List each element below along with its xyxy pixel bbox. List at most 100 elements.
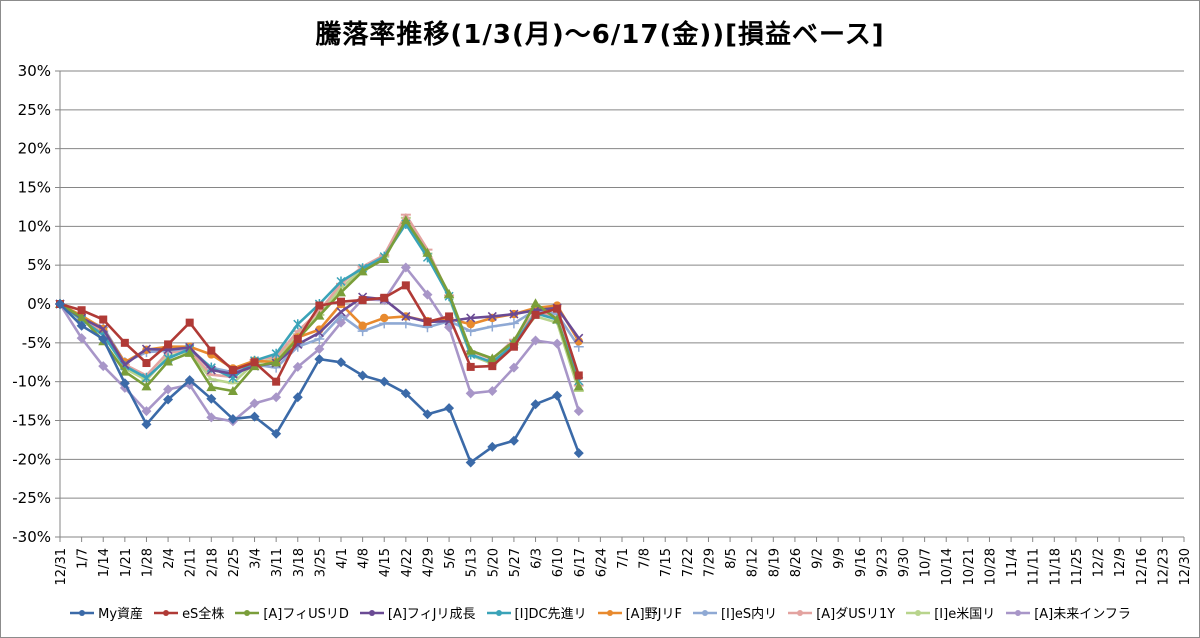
x-tick-label: 10/7: [919, 548, 934, 577]
data-point: [120, 338, 129, 347]
data-point: [574, 333, 584, 343]
x-tick-label: 12/2: [1092, 548, 1107, 577]
data-point: [98, 324, 108, 334]
legend-swatch: [486, 609, 511, 616]
y-tick-label: -10%: [12, 373, 51, 391]
data-point: [249, 398, 260, 409]
legend-swatch: [359, 609, 384, 616]
x-tick-label: 7/8: [638, 548, 653, 569]
data-point: [185, 318, 194, 327]
data-point: [379, 253, 390, 263]
legend-item: [A]フィUSリD: [234, 603, 349, 622]
data-point: [164, 340, 173, 349]
y-tick-label: 15%: [18, 179, 51, 197]
data-point: [271, 392, 282, 403]
data-point: [400, 215, 411, 225]
x-tick-label: 3/11: [270, 548, 285, 577]
data-point: [487, 311, 497, 321]
x-tick-label: 9/30: [897, 548, 912, 577]
y-tick-label: -5%: [22, 334, 51, 352]
data-point: [573, 448, 584, 459]
x-tick-label: 2/25: [227, 548, 242, 577]
data-point: [552, 314, 563, 324]
data-point: [250, 358, 259, 367]
data-point: [574, 371, 583, 380]
data-point: [292, 392, 303, 403]
data-point: [271, 348, 281, 359]
legend-item: eS全株: [153, 603, 224, 622]
x-tick-label: 2/4: [162, 548, 177, 569]
data-point: [380, 293, 389, 302]
data-point: [487, 385, 498, 396]
legend-swatch: [154, 609, 179, 616]
legend-item: [A]ダUSリ1Y: [787, 603, 895, 622]
x-tick-label: 9/9: [832, 548, 847, 569]
x-tick-label: 6/17: [573, 548, 588, 577]
legend-swatch: [1006, 609, 1031, 616]
data-point: [315, 301, 324, 310]
x-tick-label: 10/21: [962, 548, 977, 585]
y-tick-label: -30%: [12, 528, 51, 546]
x-tick-label: 6/24: [594, 548, 609, 577]
y-tick-label: -15%: [12, 412, 51, 430]
data-point: [292, 361, 303, 372]
data-point: [206, 412, 217, 423]
legend-label: [I]e米国リ: [934, 607, 996, 622]
data-point: [573, 406, 584, 417]
x-tick-label: 3/18: [292, 548, 307, 577]
legend-label: [A]野JリF: [625, 607, 682, 622]
x-tick-label: 3/25: [313, 548, 328, 577]
x-tick-label: 12/23: [1156, 548, 1171, 585]
data-point: [553, 304, 562, 313]
legend-label: [A]未来インフラ: [1034, 607, 1131, 622]
x-tick-label: 6/10: [551, 548, 566, 577]
y-tick-label: -20%: [12, 450, 51, 468]
legend-label: [A]ダUSリ1Y: [816, 607, 896, 622]
data-point: [314, 328, 324, 338]
chart-legend: My資産 eS全株 [A]フィUSリD [A]フィJリ成長 [I]DC先進リ [A]野Jリ…: [0, 603, 1200, 622]
x-tick-label: 1/21: [119, 548, 134, 577]
x-tick-label: 12/9: [1113, 548, 1128, 577]
data-point: [508, 318, 519, 329]
x-tick-label: 1/28: [140, 548, 155, 577]
data-point: [466, 362, 475, 371]
data-point: [185, 342, 195, 353]
data-point: [422, 409, 433, 420]
data-point: [55, 299, 65, 309]
x-tick-label: 10/14: [940, 548, 955, 585]
x-tick-label: 5/13: [465, 548, 480, 577]
data-point: [76, 320, 87, 331]
data-point: [98, 361, 109, 372]
data-point: [466, 319, 475, 329]
data-point: [119, 378, 130, 389]
data-point: [98, 333, 109, 344]
data-point: [337, 297, 345, 306]
data-point: [487, 321, 498, 332]
data-point: [401, 311, 411, 321]
y-tick-label: 30%: [18, 62, 51, 80]
legend-item: [A]野JリF: [597, 603, 682, 622]
data-point: [184, 375, 195, 386]
legend-label: [I]eS内リ: [720, 607, 778, 622]
data-point: [293, 319, 303, 330]
x-tick-label: 1/7: [76, 548, 91, 569]
x-tick-label: 11/18: [1048, 548, 1063, 585]
data-point: [206, 365, 216, 375]
data-point: [142, 359, 151, 368]
data-point: [271, 428, 282, 439]
legend-item: [A]フィJリ成長: [359, 603, 476, 622]
data-point: [314, 310, 325, 320]
data-point: [530, 335, 541, 346]
data-point: [400, 262, 411, 273]
data-point: [272, 377, 281, 386]
data-point: [422, 289, 433, 300]
legend-item: [I]eS内リ: [692, 603, 777, 622]
legend-swatch: [692, 609, 717, 616]
data-point: [444, 403, 455, 414]
y-tick-label: 25%: [18, 101, 51, 119]
data-point: [163, 384, 174, 395]
data-point: [336, 276, 346, 287]
legend-item: [I]DC先進リ: [486, 603, 587, 622]
data-point: [379, 376, 390, 387]
